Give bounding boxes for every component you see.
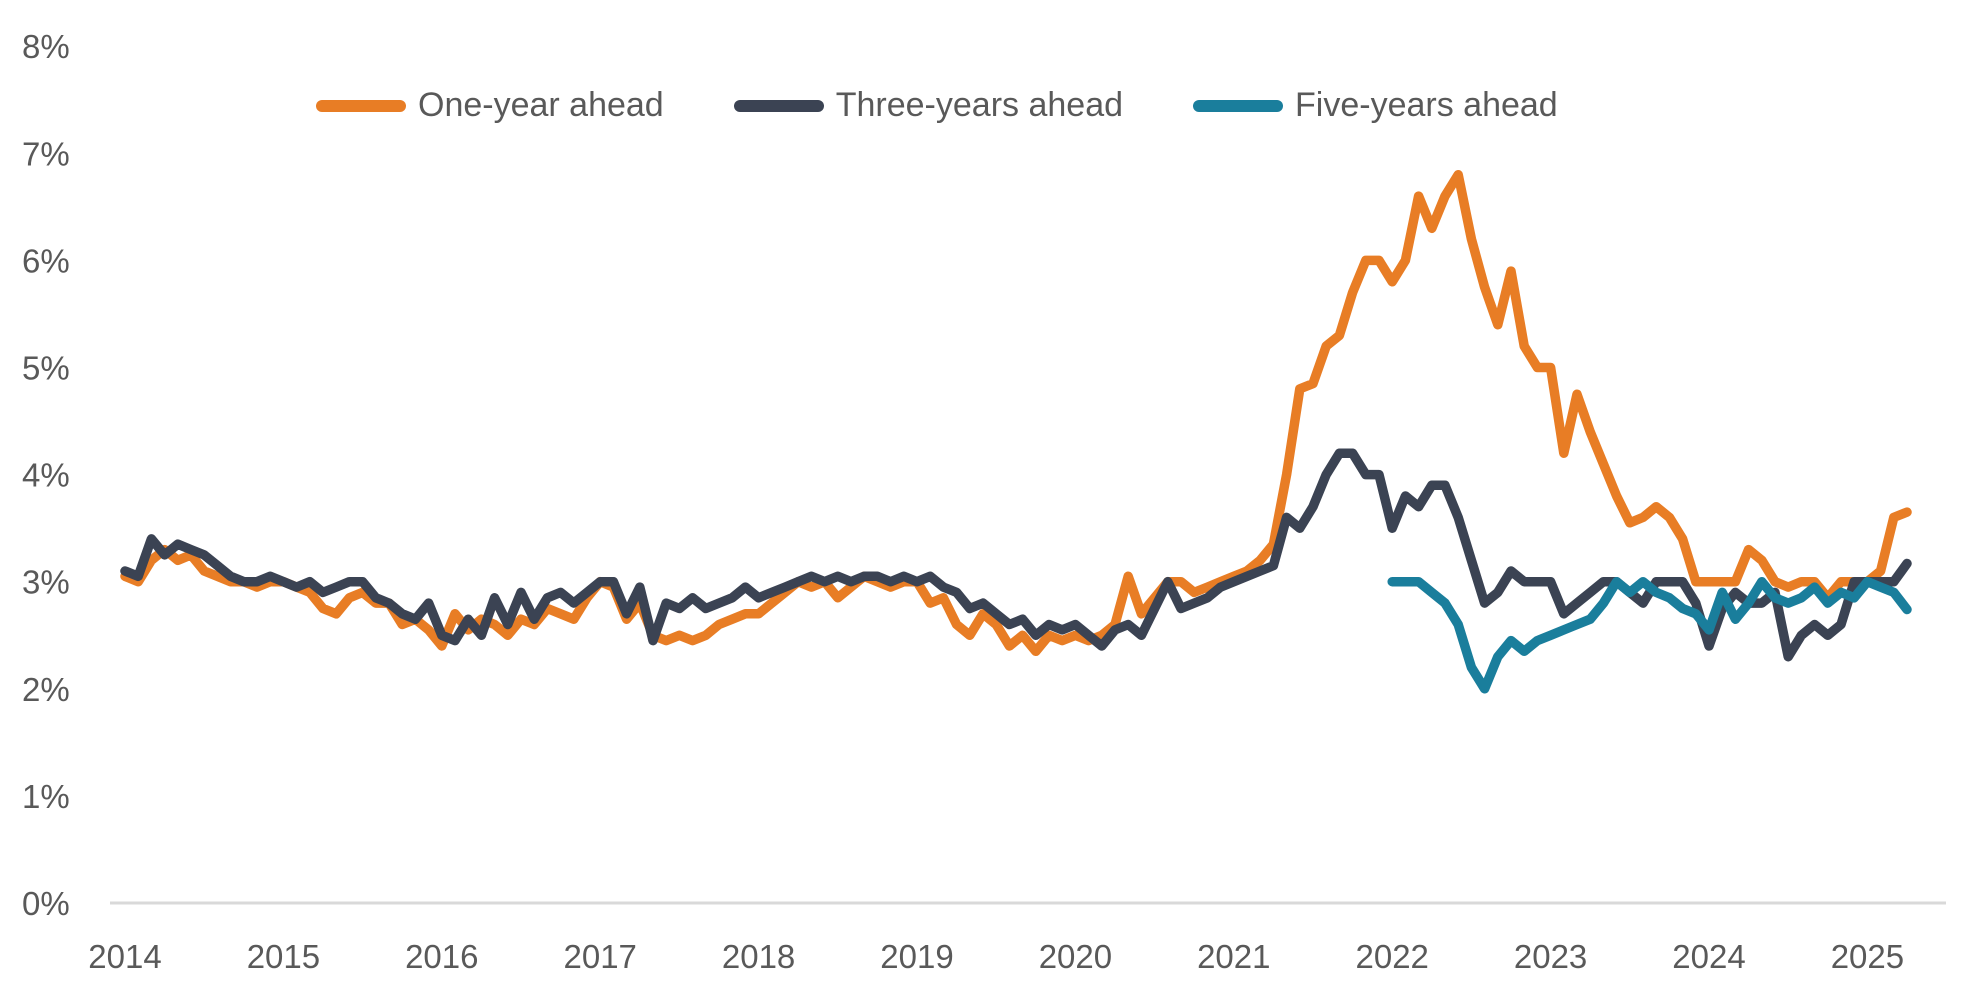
x-tick-label: 2017 xyxy=(563,938,636,975)
y-tick-label: 5% xyxy=(22,350,70,387)
series-line-one-year-ahead xyxy=(120,169,1912,657)
x-tick-label: 2024 xyxy=(1672,938,1745,975)
x-tick-label: 2018 xyxy=(722,938,795,975)
x-tick-label: 2020 xyxy=(1039,938,1112,975)
five-years-swatch-icon xyxy=(1193,99,1284,112)
x-tick-label: 2023 xyxy=(1514,938,1587,975)
legend-item-five-years: Five-years ahead xyxy=(1193,86,1558,125)
y-tick-label: 6% xyxy=(22,242,70,279)
series-line-five-years-ahead xyxy=(1387,576,1912,694)
y-tick-label: 7% xyxy=(22,135,70,172)
one-year-swatch-icon xyxy=(316,99,406,112)
legend-item-one-year: One-year ahead xyxy=(316,86,664,125)
legend-label-five-years: Five-years ahead xyxy=(1295,86,1558,124)
x-tick-label: 2016 xyxy=(405,938,478,975)
x-tick-label: 2025 xyxy=(1831,938,1904,975)
y-tick-label: 2% xyxy=(22,671,70,708)
x-tick-label: 2019 xyxy=(880,938,953,975)
y-tick-label: 1% xyxy=(22,778,70,815)
y-tick-label: 4% xyxy=(22,457,70,494)
x-tick-label: 2015 xyxy=(247,938,320,975)
y-tick-label: 3% xyxy=(22,564,70,601)
legend-item-three-years: Three-years ahead xyxy=(733,86,1124,125)
legend-label-three-years: Three-years ahead xyxy=(835,86,1124,124)
series-line-three-years-ahead xyxy=(120,448,1912,662)
axis-layer: 0% 1% 2% 3% 4% 5% 6% 7% 8% 2014 2015 2016 2017 2018 20… xyxy=(22,28,1946,975)
series-layer xyxy=(120,169,1912,694)
y-tick-label: 0% xyxy=(22,885,70,922)
legend-label-one-year: One-year ahead xyxy=(418,86,664,124)
x-tick-label: 2014 xyxy=(88,938,161,975)
chart-legend: One-year ahead Three-years ahead Five-ye… xyxy=(316,86,1558,125)
x-tick-label: 2022 xyxy=(1355,938,1428,975)
y-tick-label: 8% xyxy=(22,28,70,65)
three-years-swatch-icon xyxy=(733,99,824,112)
x-tick-label: 2021 xyxy=(1197,938,1270,975)
